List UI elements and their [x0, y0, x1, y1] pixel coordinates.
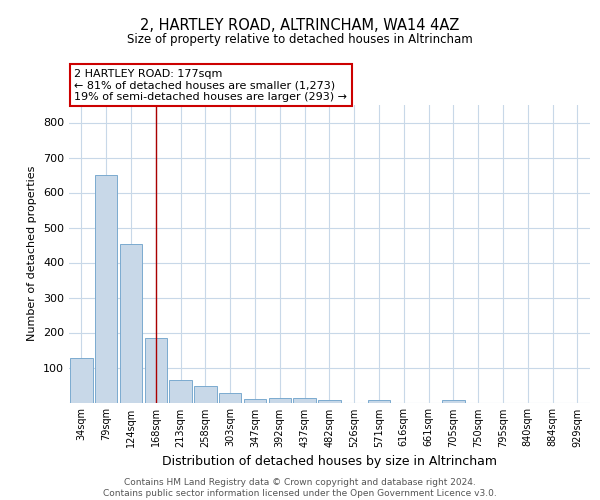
Bar: [120, 244, 142, 402]
Bar: [194, 386, 217, 402]
Bar: [244, 399, 266, 402]
Bar: [145, 338, 167, 402]
Bar: [442, 400, 464, 402]
Bar: [293, 398, 316, 402]
Text: Contains HM Land Registry data © Crown copyright and database right 2024.
Contai: Contains HM Land Registry data © Crown c…: [103, 478, 497, 498]
Text: 2, HARTLEY ROAD, ALTRINCHAM, WA14 4AZ: 2, HARTLEY ROAD, ALTRINCHAM, WA14 4AZ: [140, 18, 460, 32]
Bar: [219, 393, 241, 402]
Bar: [169, 380, 192, 402]
Y-axis label: Number of detached properties: Number of detached properties: [28, 166, 37, 342]
X-axis label: Distribution of detached houses by size in Altrincham: Distribution of detached houses by size …: [162, 455, 497, 468]
Bar: [95, 175, 118, 402]
Bar: [70, 358, 92, 403]
Text: Size of property relative to detached houses in Altrincham: Size of property relative to detached ho…: [127, 32, 473, 46]
Bar: [318, 400, 341, 402]
Bar: [269, 398, 291, 402]
Bar: [368, 400, 390, 402]
Text: 2 HARTLEY ROAD: 177sqm
← 81% of detached houses are smaller (1,273)
19% of semi-: 2 HARTLEY ROAD: 177sqm ← 81% of detached…: [74, 69, 347, 102]
